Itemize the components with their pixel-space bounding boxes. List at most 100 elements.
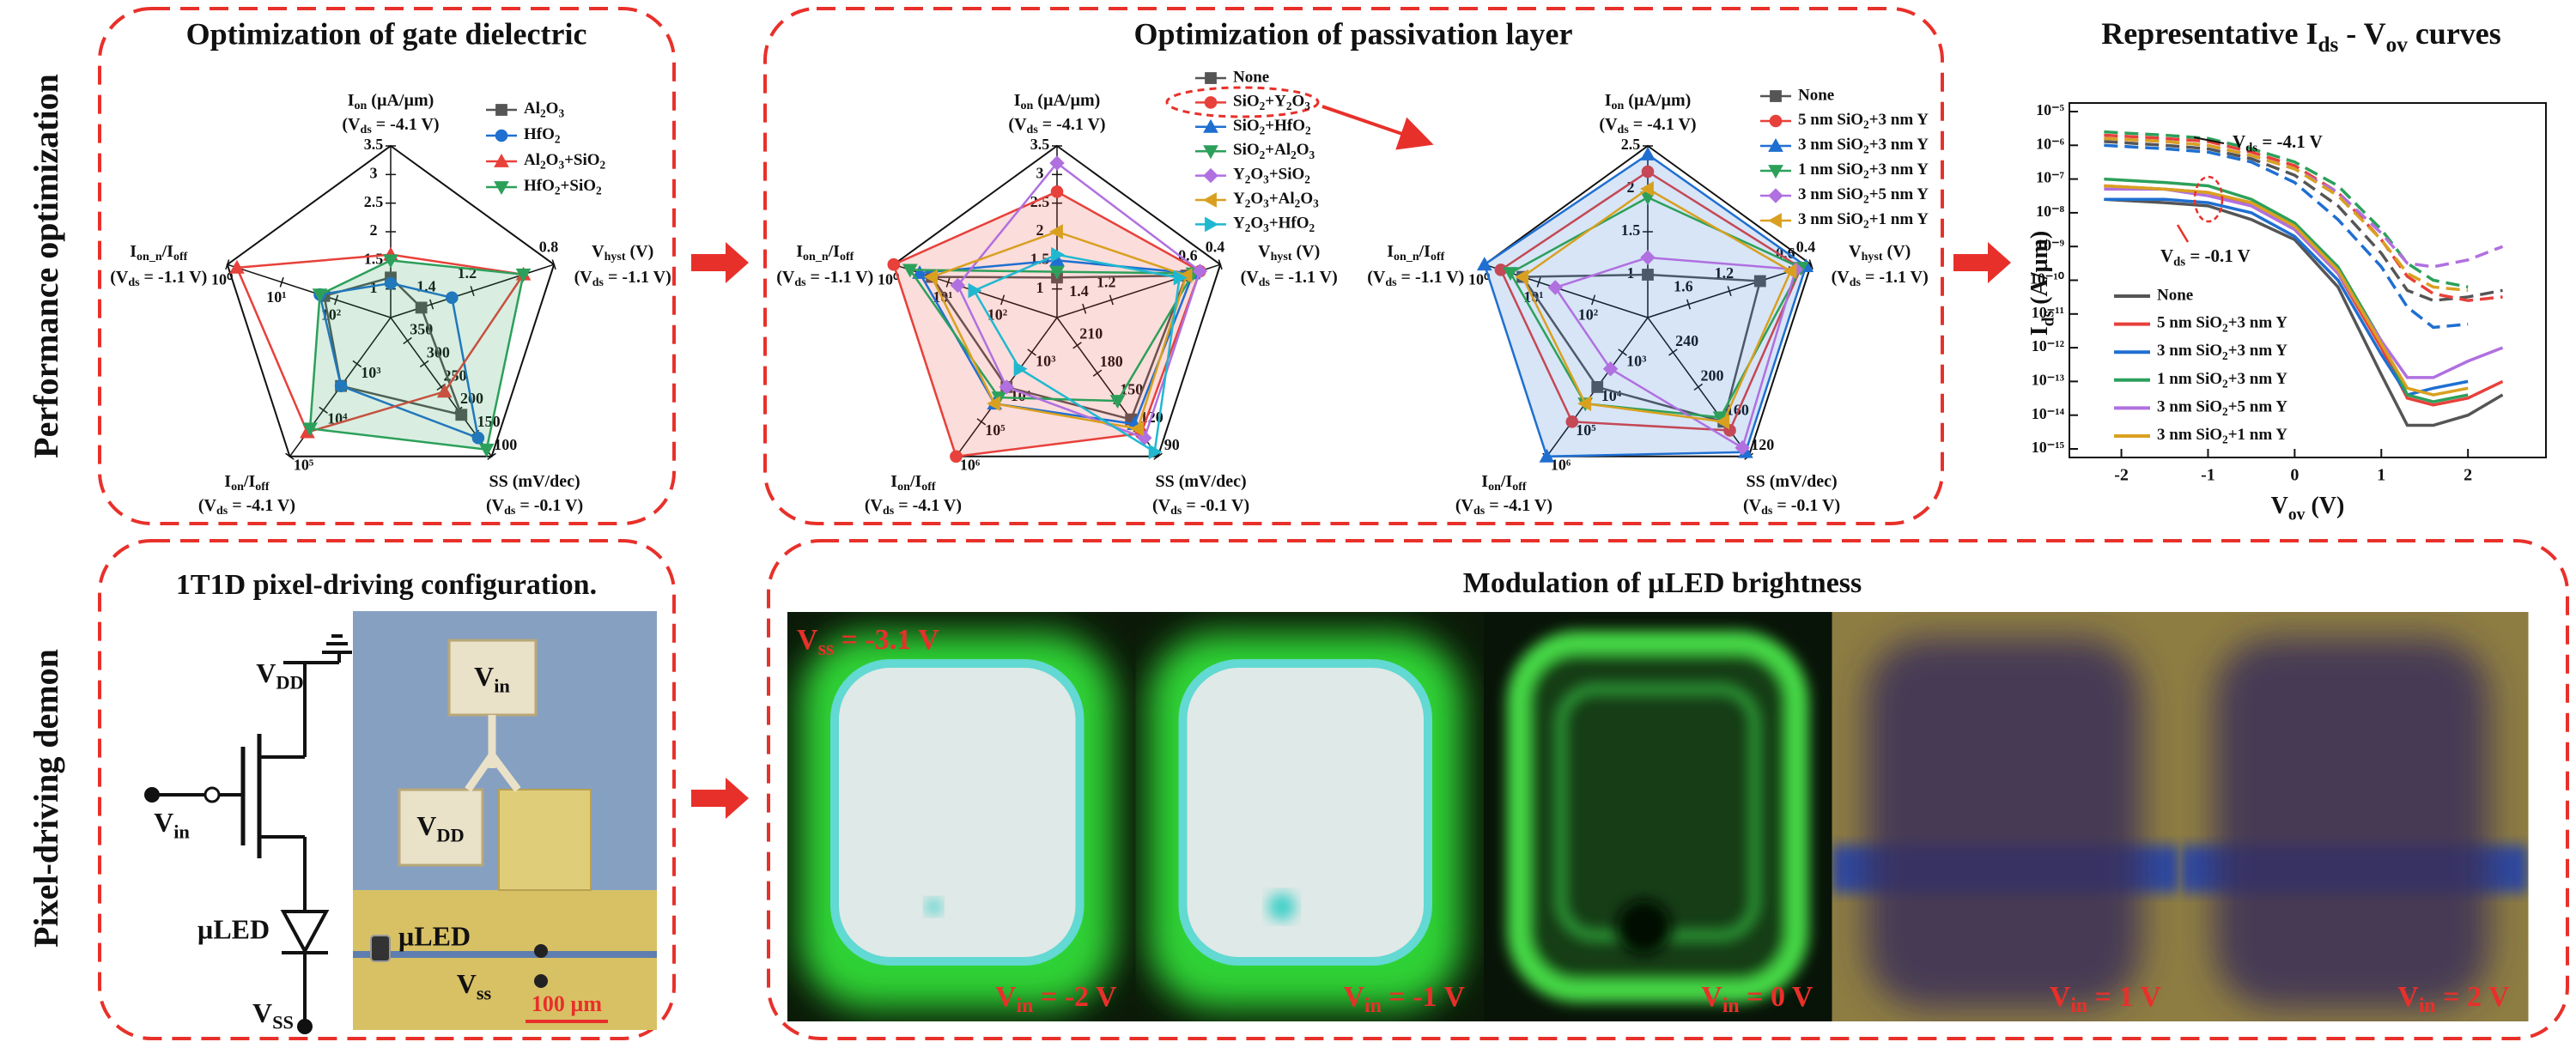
chart-title: Optimization of passivation layer bbox=[1134, 16, 1573, 51]
legend-label-part: +HfO bbox=[1265, 117, 1305, 135]
gate-bubble bbox=[204, 786, 221, 803]
photo-label-part: in bbox=[494, 675, 510, 697]
annotation-ellipse bbox=[2193, 175, 2224, 223]
marker bbox=[1767, 213, 1782, 228]
legend-label-part: 2 bbox=[1291, 148, 1297, 161]
marker bbox=[229, 259, 245, 274]
legend-label-part: 2 bbox=[2222, 405, 2228, 418]
data-line bbox=[2104, 143, 2469, 330]
marker bbox=[1013, 360, 1028, 377]
axis-label-part: (V bbox=[198, 495, 217, 514]
marker bbox=[312, 288, 328, 303]
y-axis-label-part: ds bbox=[2039, 310, 2057, 326]
legend-label-part: +1 nm Y bbox=[1869, 210, 1929, 228]
marker bbox=[1205, 72, 1217, 84]
legend-label-part: 5 nm SiO bbox=[2157, 314, 2222, 332]
axis-label-part: (V bbox=[1455, 495, 1474, 514]
y-tick-label: 10⁻¹⁰ bbox=[2030, 270, 2064, 288]
legend-label-part: Y bbox=[1233, 166, 1245, 184]
circuit-label-part: SS bbox=[272, 1012, 294, 1033]
y-tick-label: 10⁻¹² bbox=[2032, 337, 2064, 354]
axis-label-part: = -0.1 V) bbox=[515, 495, 583, 514]
frame-label: Vin = 1 V bbox=[2050, 981, 2162, 1018]
legend-label: 3 nm SiO2+1 nm Y bbox=[2157, 426, 2287, 445]
frame-label-part: = 2 V bbox=[2436, 981, 2510, 1013]
panel-frame bbox=[767, 539, 2569, 1040]
legend-label-part: 2 bbox=[555, 185, 561, 197]
axis-label-part: = -1.1 V) bbox=[1270, 268, 1338, 287]
legend-label-part: +Al bbox=[1265, 142, 1291, 160]
legend-label-part: 2 bbox=[540, 159, 546, 172]
frame-label-part: in bbox=[2419, 996, 2436, 1018]
axis-label-part: I bbox=[348, 91, 355, 110]
legend-label-part: +1 nm Y bbox=[2228, 426, 2288, 444]
legend-label-part: Y bbox=[1233, 190, 1245, 208]
marker bbox=[494, 153, 509, 167]
marker bbox=[1109, 395, 1126, 409]
via bbox=[534, 974, 548, 988]
marker bbox=[415, 301, 428, 314]
tick-label: 120 bbox=[1751, 436, 1774, 453]
axis-label-part: ds bbox=[883, 505, 895, 518]
y-tick-label: 10⁻⁸ bbox=[2036, 203, 2065, 220]
tick-label: 10⁶ bbox=[1551, 457, 1571, 474]
spot bbox=[1616, 900, 1672, 955]
legend-label: None bbox=[1233, 68, 1269, 86]
frame-label-part: = -2 V bbox=[1033, 981, 1117, 1013]
legend-label-part: 2 bbox=[1304, 173, 1310, 185]
circuit-label: VSS bbox=[252, 997, 294, 1033]
marker bbox=[1539, 448, 1555, 463]
axis-label-part: /I bbox=[1500, 471, 1513, 490]
legend-label-part: 2 bbox=[1245, 173, 1251, 185]
tick-label: 10⁰ bbox=[211, 270, 233, 288]
marker bbox=[302, 422, 318, 437]
legend-label-part: 3 nm SiO bbox=[2157, 426, 2222, 444]
tick-mark bbox=[1727, 286, 1732, 297]
x-tick-label: 1 bbox=[2377, 466, 2385, 485]
axis-label-part: off bbox=[840, 251, 854, 264]
photo-label: µLED bbox=[398, 920, 471, 951]
circuit-label: Vin bbox=[154, 807, 190, 842]
legend-label-part: +3 nm Y bbox=[1869, 111, 1929, 129]
tick-label: 1 bbox=[1036, 279, 1044, 296]
chart-title-part: curves bbox=[2408, 16, 2501, 51]
marker bbox=[1048, 224, 1063, 239]
legend-label-part: Al bbox=[524, 100, 540, 118]
axis-label-part: V bbox=[1258, 242, 1271, 261]
axis-label-part: ds bbox=[1259, 276, 1271, 289]
legend-label-part: 3 bbox=[1263, 221, 1269, 234]
legend-label-part: Y bbox=[1233, 215, 1245, 233]
terminal bbox=[144, 787, 160, 803]
axis-label: Ion/Ioff bbox=[1481, 471, 1527, 494]
annotation-part: = -0.1 V bbox=[2185, 245, 2251, 266]
axis-label: (Vds = -0.1 V) bbox=[1743, 495, 1840, 518]
frame-label: Vin = 2 V bbox=[2397, 981, 2510, 1018]
legend-label-part: 2 bbox=[2222, 433, 2228, 446]
axis-label: (Vds = -1.1 V) bbox=[776, 268, 873, 290]
tick-label: 2.5 bbox=[364, 193, 384, 210]
flow-arrows bbox=[691, 242, 2011, 819]
frame-label-part: = 0 V bbox=[1740, 981, 1814, 1013]
x-tick-label: -2 bbox=[2114, 466, 2129, 485]
axis-label-part: (V bbox=[1152, 495, 1171, 514]
legend-label-part: 2 bbox=[2222, 378, 2228, 391]
axis-label-part: (V bbox=[342, 115, 361, 134]
radar-frame bbox=[892, 144, 1222, 457]
tick-label: 210 bbox=[1079, 325, 1103, 342]
axis-label: (Vds = -0.1 V) bbox=[1152, 495, 1249, 518]
row-label: Pixel-driving demon bbox=[27, 649, 65, 948]
spot bbox=[926, 899, 942, 915]
axis-label: (Vds = -1.1 V) bbox=[1367, 268, 1464, 290]
marker bbox=[1202, 192, 1217, 208]
tick-label: 10⁵ bbox=[1576, 421, 1596, 439]
tick-label: 10⁴ bbox=[327, 410, 348, 427]
tick-mark bbox=[1082, 303, 1087, 314]
axis-label-part: on_n bbox=[803, 251, 829, 264]
radar-chart: Optimization of passivation layer11.522.… bbox=[776, 16, 1572, 518]
axis-label-part: ds bbox=[794, 276, 806, 289]
flow-arrow bbox=[691, 242, 749, 283]
radar-axis bbox=[227, 264, 392, 318]
axis-label: (Vds = -4.1 V) bbox=[198, 495, 295, 518]
